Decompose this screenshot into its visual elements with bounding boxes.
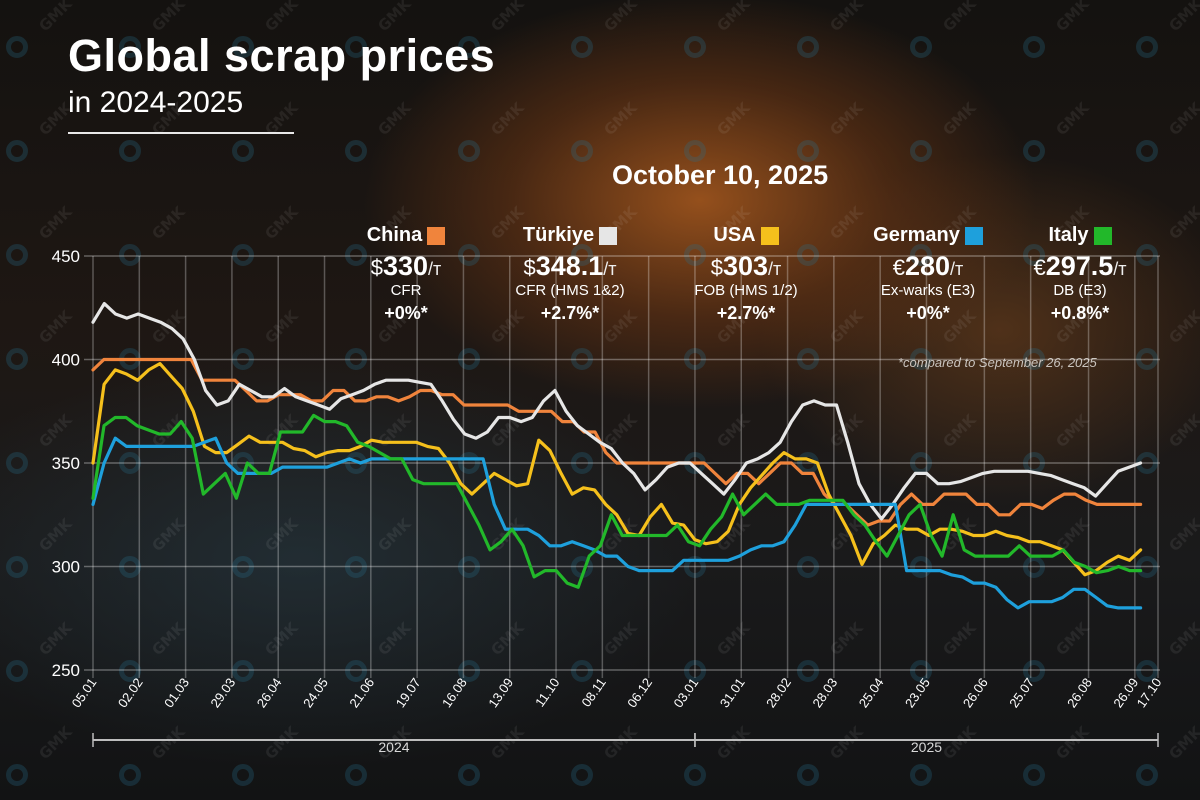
x-tick-label: 31.01 — [717, 675, 748, 710]
legend-swatch-italy — [1093, 226, 1112, 245]
price-unit: /т — [950, 259, 964, 279]
x-tick-label: 26.08 — [1064, 675, 1095, 710]
title-underline — [68, 132, 294, 134]
x-tick-label: 21.06 — [346, 675, 377, 710]
currency-symbol: $ — [710, 255, 723, 280]
legend-swatch-turkiye — [599, 226, 618, 245]
x-tick-label: 26.04 — [254, 675, 285, 710]
price-card-italy: Italy €297.5/т DB (E3) +0.8%* — [990, 224, 1170, 324]
price-unit: /т — [603, 259, 617, 279]
price-unit: /т — [768, 259, 782, 279]
price-number: 348.1 — [535, 251, 604, 281]
x-tick-label: 06.12 — [624, 675, 655, 710]
series-line-china — [91, 357, 1143, 527]
price-change: +0%* — [906, 303, 950, 323]
country-name: Germany — [873, 224, 960, 246]
price-card-turkiye: Türkiye $348.1/т CFR (HMS 1&2) +2.7%* — [480, 224, 660, 324]
price-card-germany: Germany €280/т Ex-warks (E3) +0%* — [838, 224, 1018, 324]
x-tick-label: 11.10 — [532, 675, 562, 709]
page-title: Global scrap prices — [68, 30, 496, 81]
x-tick-label: 24.05 — [300, 675, 331, 710]
country-name: Türkiye — [522, 224, 595, 246]
series-line-italy — [91, 413, 1143, 589]
x-tick-label: 25.07 — [1006, 675, 1037, 710]
x-tick-label: 17.10 — [1134, 675, 1165, 710]
year-label: 2024 — [378, 739, 409, 755]
price-value: €280/т — [838, 251, 1018, 282]
currency-symbol: $ — [523, 255, 536, 280]
footnote: *compared to September 26, 2025 — [898, 355, 1097, 370]
price-basis: Ex-warks (E3) — [880, 282, 976, 299]
legend-swatch-germany — [964, 226, 983, 245]
price-value: $303/т — [656, 251, 836, 282]
legend-swatch-china — [427, 226, 446, 245]
price-change: +2.7%* — [716, 303, 776, 323]
price-value: €297.5/т — [990, 251, 1170, 282]
series-line-trkiye — [91, 302, 1143, 521]
price-number: 303 — [722, 251, 769, 281]
price-change: +2.7%* — [540, 303, 600, 323]
y-tick-label: 450 — [52, 247, 80, 266]
y-tick-label: 300 — [52, 558, 80, 577]
x-tick-label: 26.06 — [960, 675, 991, 710]
currency-symbol: $ — [370, 255, 383, 280]
x-tick-label: 08.11 — [578, 675, 608, 709]
x-tick-label: 28.02 — [763, 675, 794, 710]
x-tick-label: 03.01 — [670, 675, 701, 710]
price-number: 330 — [382, 251, 429, 281]
series-line-usa — [91, 362, 1143, 577]
currency-symbol: € — [892, 255, 905, 280]
x-tick-label: 05.01 — [69, 675, 100, 710]
year-label: 2025 — [911, 739, 942, 755]
country-name: Italy — [1048, 224, 1089, 246]
y-tick-label: 250 — [52, 661, 80, 680]
x-tick-label: 23.05 — [902, 675, 933, 710]
x-tick-label: 01.03 — [161, 675, 192, 710]
price-basis: CFR — [390, 282, 422, 299]
currency-symbol: € — [1033, 255, 1046, 280]
price-change: +0%* — [384, 303, 428, 323]
x-tick-label: 25.04 — [856, 675, 887, 710]
legend-swatch-usa — [760, 226, 779, 245]
price-card-usa: USA $303/т FOB (HMS 1/2) +2.7%* — [656, 224, 836, 324]
price-unit: /т — [428, 259, 442, 279]
page-subtitle: in 2024-2025 — [68, 86, 244, 119]
x-tick-label: 16.08 — [439, 675, 470, 710]
price-basis: DB (E3) — [1053, 282, 1107, 299]
x-tick-label: 29.03 — [207, 675, 238, 710]
country-name: China — [366, 224, 423, 246]
country-name: USA — [713, 224, 756, 246]
price-basis: CFR (HMS 1&2) — [515, 282, 625, 299]
x-tick-label: 02.02 — [115, 675, 146, 710]
price-card-china: China $330/т CFR +0%* — [316, 224, 496, 324]
report-date: October 10, 2025 — [612, 160, 829, 190]
price-number: 297.5 — [1045, 251, 1114, 281]
price-unit: /т — [1113, 259, 1127, 279]
price-value: $348.1/т — [480, 251, 660, 282]
x-tick-label: 28.03 — [809, 675, 840, 710]
y-tick-label: 400 — [52, 351, 80, 370]
x-tick-label: 13.09 — [485, 675, 516, 710]
price-change: +0.8%* — [1050, 303, 1110, 323]
y-tick-label: 350 — [52, 454, 80, 473]
x-tick-label: 19.07 — [393, 675, 424, 710]
price-number: 280 — [904, 251, 951, 281]
price-value: $330/т — [316, 251, 496, 282]
price-basis: FOB (HMS 1/2) — [694, 282, 798, 299]
